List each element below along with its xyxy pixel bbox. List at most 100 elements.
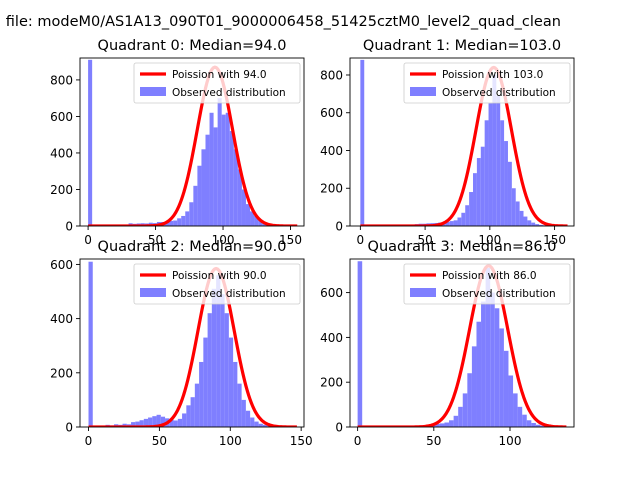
histogram-bar: [228, 337, 234, 427]
histogram-bar: [540, 425, 546, 427]
histogram-bar: [473, 173, 477, 226]
x-tick-label: 150: [279, 233, 302, 247]
plot-area: [360, 59, 568, 226]
histogram-bar: [237, 169, 242, 226]
histogram-bar: [496, 95, 501, 226]
y-tick-label: 400: [50, 146, 73, 160]
histogram-bar: [160, 416, 166, 427]
y-tick-label: 800: [320, 68, 343, 82]
poisson-curve: [360, 65, 568, 226]
legend-label-poisson: Poission with 86.0: [442, 270, 537, 282]
histogram-bar: [237, 383, 242, 427]
legend-bar-swatch: [410, 288, 436, 297]
x-tick-label: 50: [148, 233, 163, 247]
histogram-bar: [229, 131, 234, 226]
histogram-bar: [245, 410, 251, 427]
subplot-title: Quadrant 0: Median=94.0: [98, 38, 287, 54]
histogram-bar: [444, 422, 450, 427]
histogram-bar: [511, 188, 516, 226]
histogram-bar: [213, 127, 218, 226]
histogram-bar: [221, 114, 226, 226]
figure-suptitle: n file: modeM0/AS1A13_090T01_9000006458_…: [0, 14, 561, 30]
histogram-bar: [203, 337, 208, 427]
y-tick-label: 600: [320, 106, 343, 120]
histogram-bar: [209, 112, 214, 226]
histogram-bar: [453, 220, 458, 226]
histogram-bar: [207, 313, 212, 427]
histogram-bar: [499, 328, 504, 427]
x-tick-label: 100: [219, 434, 242, 448]
histogram-bar: [254, 421, 259, 427]
histogram-bar: [519, 210, 524, 226]
histogram-bar: [258, 423, 263, 427]
histogram-bar: [233, 361, 238, 427]
y-tick-label: 800: [50, 73, 73, 87]
legend-label-poisson: Poission with 90.0: [172, 270, 267, 282]
histogram-bar: [182, 413, 187, 427]
subplot-quadrant-0: 0 50 100 150 0 200 400 600 800 Poission with 94.0…: [50, 38, 305, 247]
histogram-bar: [457, 217, 462, 226]
legend-label-poisson: Poission with 103.0: [442, 69, 543, 81]
histogram-bar: [220, 294, 225, 427]
legend-label-observed: Observed distribution: [172, 288, 286, 300]
histogram-bar: [169, 419, 174, 427]
histogram-bar: [186, 405, 191, 427]
histogram-bar: [224, 313, 229, 427]
y-tick-label: 600: [50, 258, 73, 272]
histogram-bar: [258, 219, 263, 226]
histogram-bar: [449, 221, 454, 226]
histogram-bar: [185, 211, 190, 226]
histogram-bar: [523, 216, 528, 226]
histogram-bar: [476, 321, 482, 427]
histogram-bar: [88, 261, 93, 427]
histogram-bar: [513, 393, 518, 427]
legend-label-poisson: Poission with 94.0: [172, 69, 267, 81]
histogram-bar: [458, 406, 463, 427]
legend-bar-swatch: [140, 87, 166, 96]
histogram-bar: [449, 420, 454, 427]
legend: Poission with 90.0 Observed distribution: [133, 263, 301, 305]
histogram-bar: [173, 220, 178, 226]
histogram-bar: [189, 202, 194, 226]
histogram-bar: [469, 192, 474, 226]
histogram-bar: [88, 59, 93, 226]
y-tick-label: 0: [335, 421, 343, 435]
histogram-bar: [139, 420, 144, 427]
x-tick-label: 0: [85, 434, 93, 448]
axes-frame: [349, 258, 575, 428]
x-tick-label: 100: [212, 233, 235, 247]
histogram-bar: [135, 421, 140, 427]
histogram-bar: [241, 399, 246, 427]
histogram-bar: [194, 383, 200, 427]
axes-frame: [79, 258, 305, 428]
histogram-bar: [490, 292, 495, 427]
histogram-bar: [539, 224, 543, 226]
histogram-bar: [461, 212, 466, 226]
x-tick-label: 100: [499, 434, 522, 448]
histogram-bar: [193, 185, 198, 226]
histogram-bar: [453, 415, 459, 427]
histogram-bar: [241, 189, 246, 226]
axes-frame: [79, 57, 305, 227]
histogram-bar: [250, 211, 255, 226]
y-tick-label: 200: [320, 182, 343, 196]
histogram-bar: [197, 165, 202, 226]
plot-area: [87, 59, 298, 226]
legend-bar-swatch: [410, 87, 436, 96]
legend-box: [133, 263, 301, 305]
histogram-bar: [471, 346, 477, 427]
y-tick-label: 0: [65, 421, 73, 435]
histogram-bar: [492, 74, 497, 226]
legend-label-observed: Observed distribution: [442, 87, 556, 99]
histogram-bar: [494, 308, 500, 427]
histogram-bar: [435, 423, 440, 427]
histogram-bar: [488, 103, 493, 226]
histogram-bar: [177, 418, 183, 427]
legend-label-observed: Observed distribution: [172, 87, 286, 99]
histogram-bar: [152, 416, 157, 427]
histogram-bar: [360, 59, 365, 226]
histogram-bar: [143, 418, 149, 427]
histogram-bar: [217, 98, 222, 226]
histogram-bar: [262, 424, 268, 427]
